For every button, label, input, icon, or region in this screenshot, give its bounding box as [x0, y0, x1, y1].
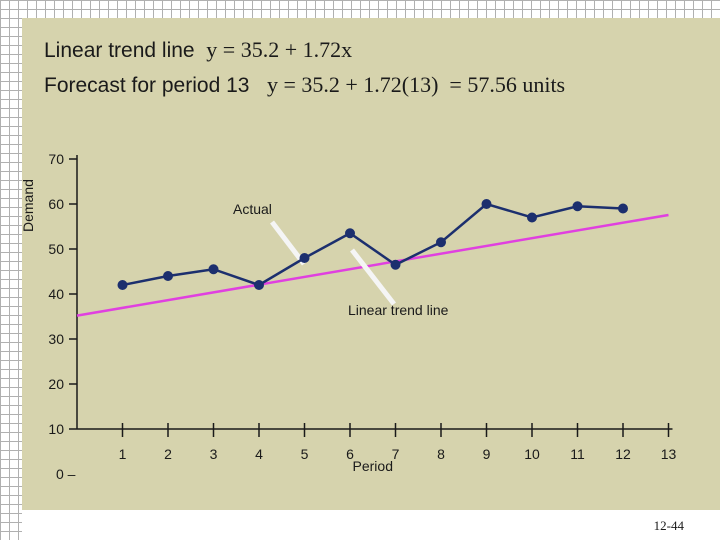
actual-data-point: [117, 280, 128, 290]
y-tick-label: 0 –: [56, 466, 76, 482]
trend-annotation: Linear trend line: [348, 302, 449, 318]
y-tick-label: 30: [48, 331, 64, 347]
slide-panel: [22, 18, 720, 510]
actual-data-point: [163, 271, 173, 281]
forecast-equation: y = 35.2 + 1.72(13) = 57.56 units: [266, 72, 566, 97]
actual-data-point: [527, 212, 537, 223]
y-tick-label: 70: [48, 151, 64, 167]
x-tick-label: 5: [301, 446, 309, 462]
actual-data-point: [618, 203, 628, 214]
actual-data-point: [481, 199, 492, 209]
x-tick-label: 11: [570, 446, 585, 462]
decorative-grid-left: [0, 0, 22, 540]
trend-line: [76, 213, 669, 317]
x-tick-label: 10: [524, 446, 540, 462]
actual-data-point: [208, 264, 219, 275]
actual-data-point: [572, 201, 583, 212]
x-axis-label: Period: [353, 458, 393, 474]
x-tick-label: 6: [346, 446, 354, 462]
decorative-grid-top: [0, 0, 720, 18]
forecast-line: Forecast for period 13 y = 35.2 + 1.72(1…: [44, 72, 565, 98]
y-tick-label: 10: [48, 421, 64, 437]
x-tick-label: 4: [255, 446, 263, 462]
trend-label: Linear trend line: [44, 39, 195, 62]
x-tick-label: 9: [483, 446, 491, 462]
x-tick-label: 12: [615, 446, 631, 462]
x-tick-label: 2: [164, 446, 172, 462]
x-tick-label: 7: [392, 446, 400, 462]
actual-data-point: [345, 228, 355, 239]
y-tick-label: 50: [48, 241, 64, 257]
trend-callout-pointer: [350, 248, 396, 306]
actual-data-point: [254, 280, 264, 290]
y-tick-label: 20: [48, 376, 64, 392]
actual-data-point: [299, 253, 310, 263]
actual-series-line: [122, 202, 624, 287]
x-tick-label: 13: [661, 446, 677, 462]
x-tick-label: 3: [210, 446, 218, 462]
x-tick-label: 8: [437, 446, 445, 462]
y-tick-label: 40: [48, 286, 64, 302]
actual-annotation: Actual: [233, 201, 272, 217]
page-number: 12-44: [653, 518, 684, 533]
actual-data-point: [436, 237, 446, 248]
actual-data-point: [390, 259, 401, 270]
trend-equation: y = 35.2 + 1.72x: [206, 37, 353, 62]
trend-equation-line: Linear trend line y = 35.2 + 1.72x: [44, 37, 352, 63]
x-tick-label: 1: [119, 446, 127, 462]
y-tick-label: 60: [48, 196, 64, 212]
forecast-label: Forecast for period 13: [44, 74, 250, 97]
actual-callout-pointer: [270, 220, 306, 266]
